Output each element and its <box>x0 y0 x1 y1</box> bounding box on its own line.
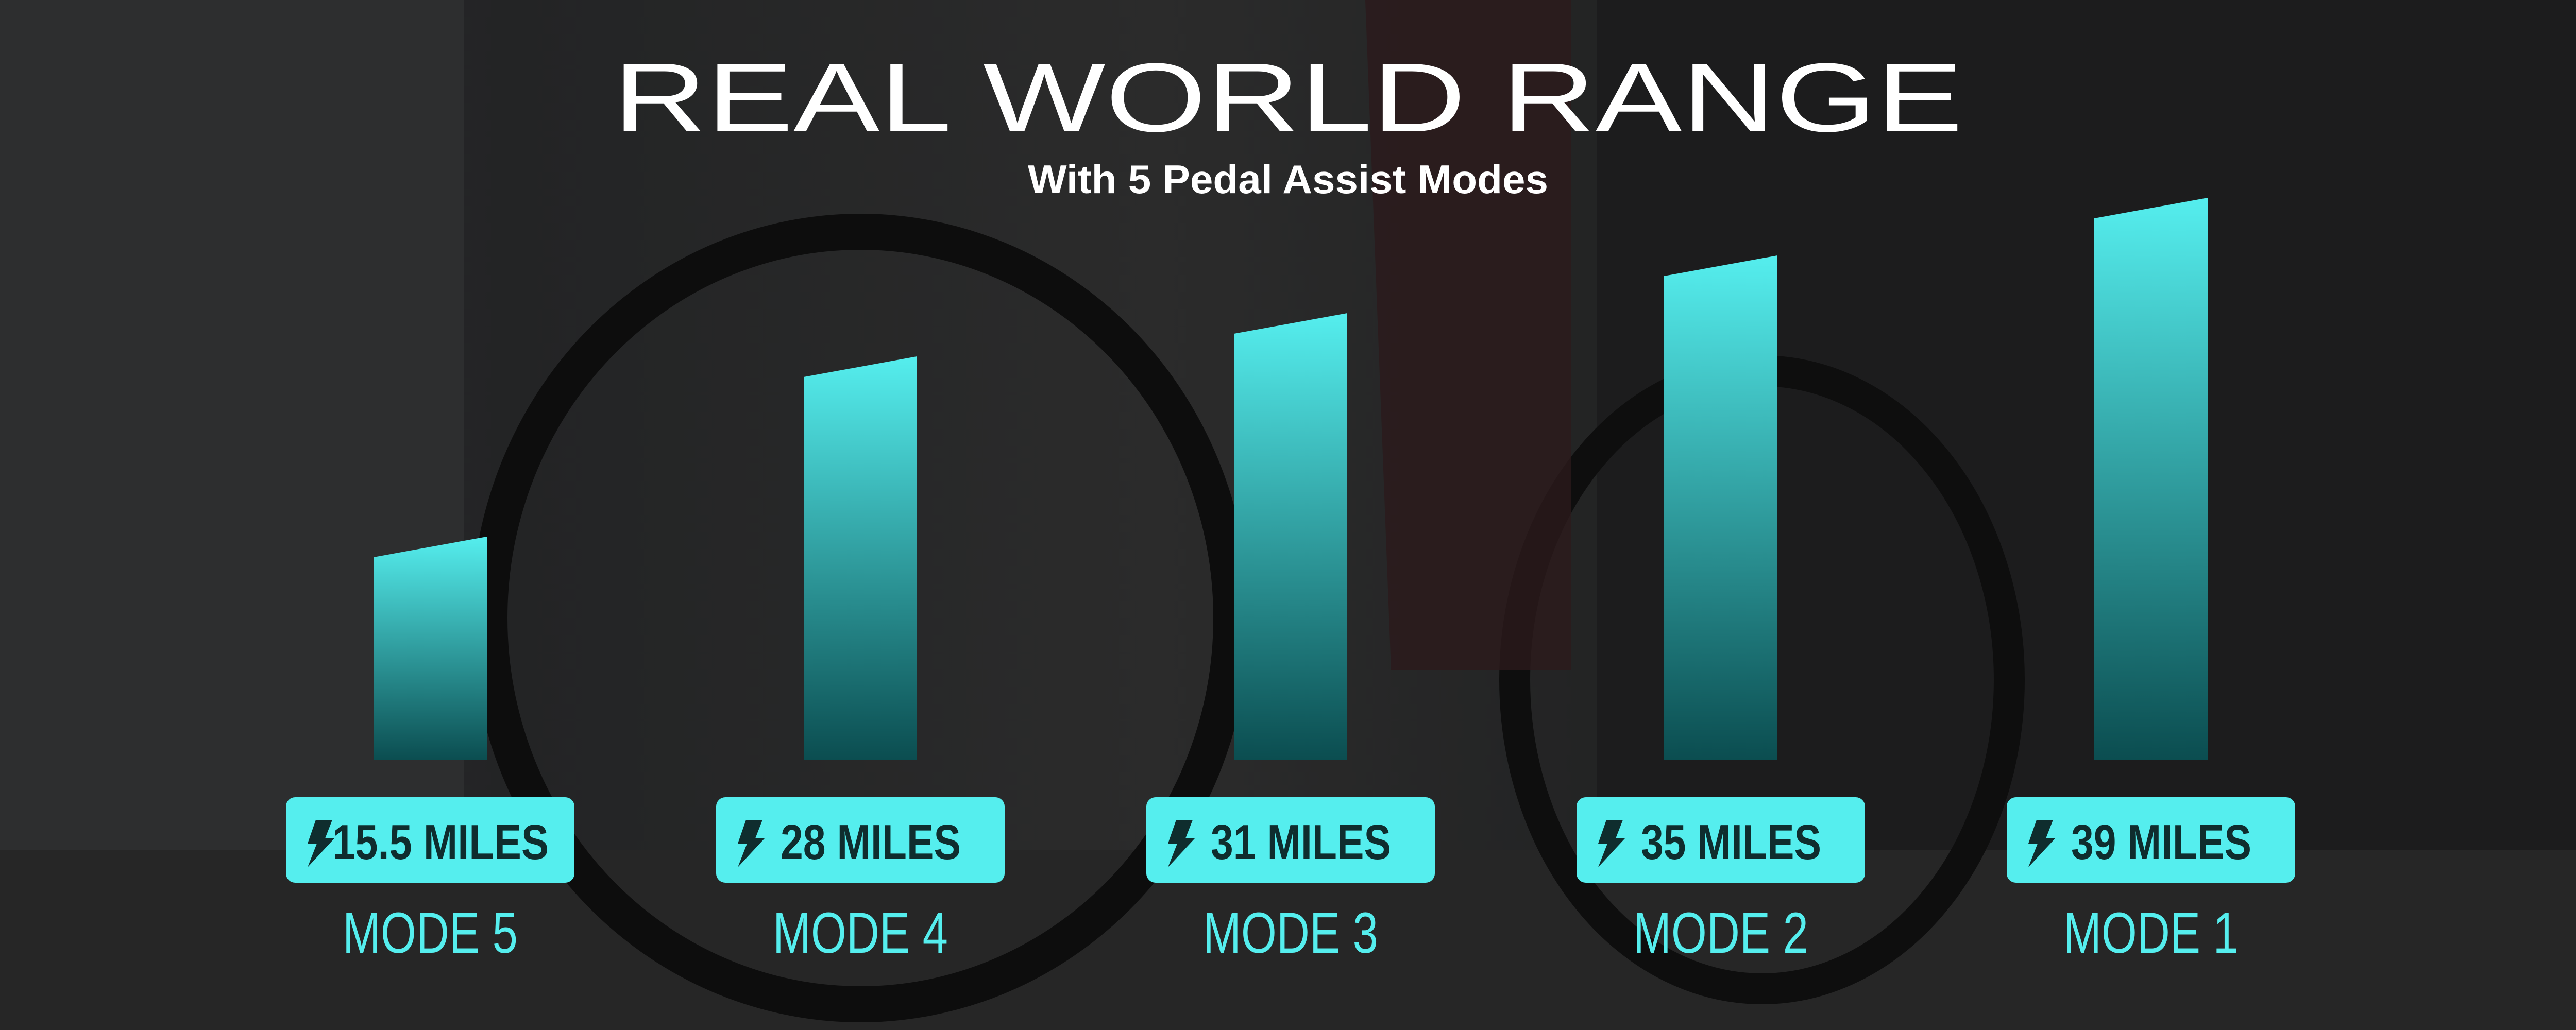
value-label: 28 MILES <box>781 815 961 870</box>
lightning-bolt-icon <box>2028 820 2055 867</box>
bar-mode-2 <box>1664 255 1777 760</box>
value-pill-background <box>1577 797 1865 883</box>
lightning-bolt-icon <box>1598 820 1625 867</box>
value-label: 39 MILES <box>2071 815 2251 870</box>
rider-legs <box>1365 0 1571 670</box>
value-pill-background <box>286 797 574 883</box>
chart-subtitle: With 5 Pedal Assist Modes <box>1028 157 1548 202</box>
bar-mode-1 <box>2094 198 2208 760</box>
value-label: 31 MILES <box>1211 815 1391 870</box>
bar-mode-5 <box>374 537 487 760</box>
value-pill: 31 MILES <box>1146 797 1435 883</box>
value-pill: 15.5 MILES <box>286 797 574 883</box>
category-label: MODE 2 <box>1633 901 1808 965</box>
value-pill-background <box>716 797 1005 883</box>
value-pill: 28 MILES <box>716 797 1005 883</box>
category-label: MODE 1 <box>2063 901 2239 965</box>
value-pill-background <box>2007 797 2295 883</box>
value-pill-background <box>1146 797 1435 883</box>
lightning-bolt-icon <box>1168 820 1195 867</box>
value-label: 15.5 MILES <box>332 815 549 870</box>
lightning-bolt-icon <box>308 820 334 867</box>
bars-group: 15.5 MILES MODE 5 28 MILES MODE 4 31 MILES MO… <box>286 198 2295 965</box>
category-label: MODE 5 <box>343 901 518 965</box>
bar-mode-4 <box>804 356 917 760</box>
lightning-bolt-icon <box>738 820 765 867</box>
category-label: MODE 3 <box>1203 901 1378 965</box>
bar-mode-3 <box>1234 313 1347 760</box>
value-pill: 39 MILES <box>2007 797 2295 883</box>
value-pill: 35 MILES <box>1577 797 1865 883</box>
category-label: MODE 4 <box>773 901 948 965</box>
front-wheel <box>471 214 1249 1022</box>
chart-title: REAL WORLD RANGE <box>613 43 1963 152</box>
value-label: 35 MILES <box>1641 815 1821 870</box>
